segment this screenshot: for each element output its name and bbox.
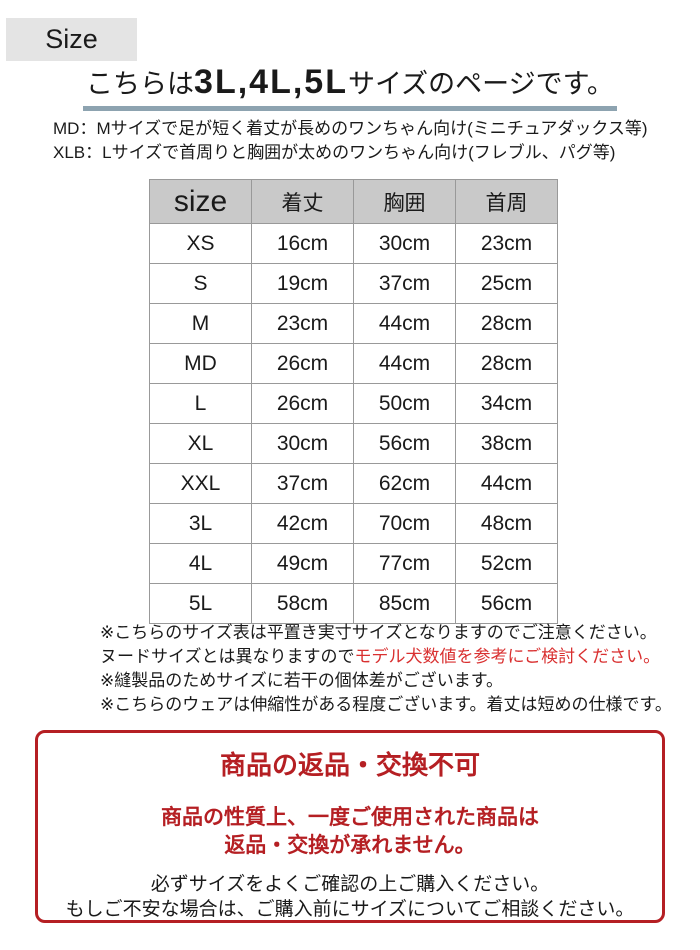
title-suffix: サイズのページです。 [347,69,614,99]
page-title-text: こちらは3L,4L,5Lサイズのページです。 [83,62,617,111]
return-warning-line-2: 返品・交換が承れません。 [224,834,476,857]
table-cell: 52cm [455,543,558,584]
table-cell: 77cm [353,543,456,584]
note-line-2-red: モデル犬数値を参考にご検討ください。 [354,647,661,666]
table-cell: 25cm [455,263,558,304]
table-cell: 4L [149,543,252,584]
table-cell: 50cm [353,383,456,424]
table-row: 3L 42cm 70cm 48cm [149,503,558,544]
table-cell: 16cm [251,223,354,264]
note-line-1: ※こちらのサイズ表は平置き実寸サイズとなりますのでご注意ください。 [100,623,657,642]
table-cell: 37cm [353,263,456,304]
table-row: M 23cm 44cm 28cm [149,303,558,344]
title-highlight: 3L,4L,5L [194,63,348,101]
table-cell: M [149,303,252,344]
page-title: こちらは3L,4L,5Lサイズのページです。 [0,62,700,111]
table-cell: 42cm [251,503,354,544]
note-line-2-black: ヌードサイズとは異なりますので [100,647,355,666]
size-guide-note-md: MD：Mサイズで足が短く着丈が長めのワンちゃん向け(ミニチュアダックス等) [53,119,648,138]
table-cell: 58cm [251,583,354,624]
size-guide-note-xlb: XLB：Lサイズで首周りと胸囲が太めのワンちゃん向け(フレブル、パグ等) [53,143,616,162]
table-row: XXL 37cm 62cm 44cm [149,463,558,504]
table-cell: 30cm [353,223,456,264]
table-cell: 48cm [455,503,558,544]
size-guide-notes: MD：Mサイズで足が短く着丈が長めのワンちゃん向け(ミニチュアダックス等) XL… [53,117,648,165]
table-row: MD 26cm 44cm 28cm [149,343,558,384]
table-cell: 38cm [455,423,558,464]
return-advice-line-2: もしご不安な場合は、ご購入前にサイズについてご相談ください。 [65,899,635,920]
table-row: 5L 58cm 85cm 56cm [149,583,558,624]
table-cell: 26cm [251,383,354,424]
column-header-length: 着丈 [251,179,354,224]
return-advice-line-1: 必ずサイズをよくご確認の上ご購入ください。 [150,874,550,895]
note-line-2: ヌードサイズとは異なりますのでモデル犬数値を参考にご検討ください。 [100,645,672,669]
table-cell: 5L [149,583,252,624]
table-cell: 62cm [353,463,456,504]
table-cell: 34cm [455,383,558,424]
size-section-label: Size [6,18,137,61]
size-table: size 着丈 胸囲 首周 XS 16cm 30cm 23cm S 19cm 3… [149,179,558,624]
table-row: S 19cm 37cm 25cm [149,263,558,304]
table-cell: 56cm [455,583,558,624]
table-cell: S [149,263,252,304]
table-row: 4L 49cm 77cm 52cm [149,543,558,584]
note-line-3: ※縫製品のためサイズに若干の個体差がございます。 [100,671,504,690]
column-header-size: size [149,179,252,224]
table-cell: 3L [149,503,252,544]
table-cell: 44cm [353,343,456,384]
column-header-neck: 首周 [455,179,558,224]
table-cell: 28cm [455,303,558,344]
table-cell: 30cm [251,423,354,464]
return-warning-line-1: 商品の性質上、一度ご使用された商品は [161,806,539,829]
table-cell: XS [149,223,252,264]
table-cell: XL [149,423,252,464]
note-line-4: ※こちらのウェアは伸縮性がある程度ございます。着丈は短めの仕様です。 [100,695,672,714]
table-cell: 85cm [353,583,456,624]
table-row: XL 30cm 56cm 38cm [149,423,558,464]
return-policy-advice: 必ずサイズをよくご確認の上ご購入ください。 もしご不安な場合は、ご購入前にサイズ… [38,872,662,922]
return-policy-warning: 商品の性質上、一度ご使用された商品は 返品・交換が承れません。 [38,804,662,860]
table-cell: 26cm [251,343,354,384]
return-policy-title: 商品の返品・交換不可 [219,750,480,780]
table-cell: 70cm [353,503,456,544]
size-table-notes: ※こちらのサイズ表は平置き実寸サイズとなりますのでご注意ください。 ヌードサイズ… [100,621,672,717]
table-cell: 44cm [353,303,456,344]
table-cell: 19cm [251,263,354,304]
table-cell: 56cm [353,423,456,464]
table-cell: 28cm [455,343,558,384]
table-cell: 49cm [251,543,354,584]
table-cell: 23cm [455,223,558,264]
table-cell: XXL [149,463,252,504]
table-cell: MD [149,343,252,384]
title-prefix: こちらは [86,69,195,99]
column-header-chest: 胸囲 [353,179,456,224]
table-row: L 26cm 50cm 34cm [149,383,558,424]
table-row: XS 16cm 30cm 23cm [149,223,558,264]
table-header-row: size 着丈 胸囲 首周 [149,179,558,224]
table-cell: L [149,383,252,424]
table-cell: 37cm [251,463,354,504]
table-cell: 23cm [251,303,354,344]
table-cell: 44cm [455,463,558,504]
return-policy-box: 商品の返品・交換不可 商品の性質上、一度ご使用された商品は 返品・交換が承れませ… [35,730,665,923]
